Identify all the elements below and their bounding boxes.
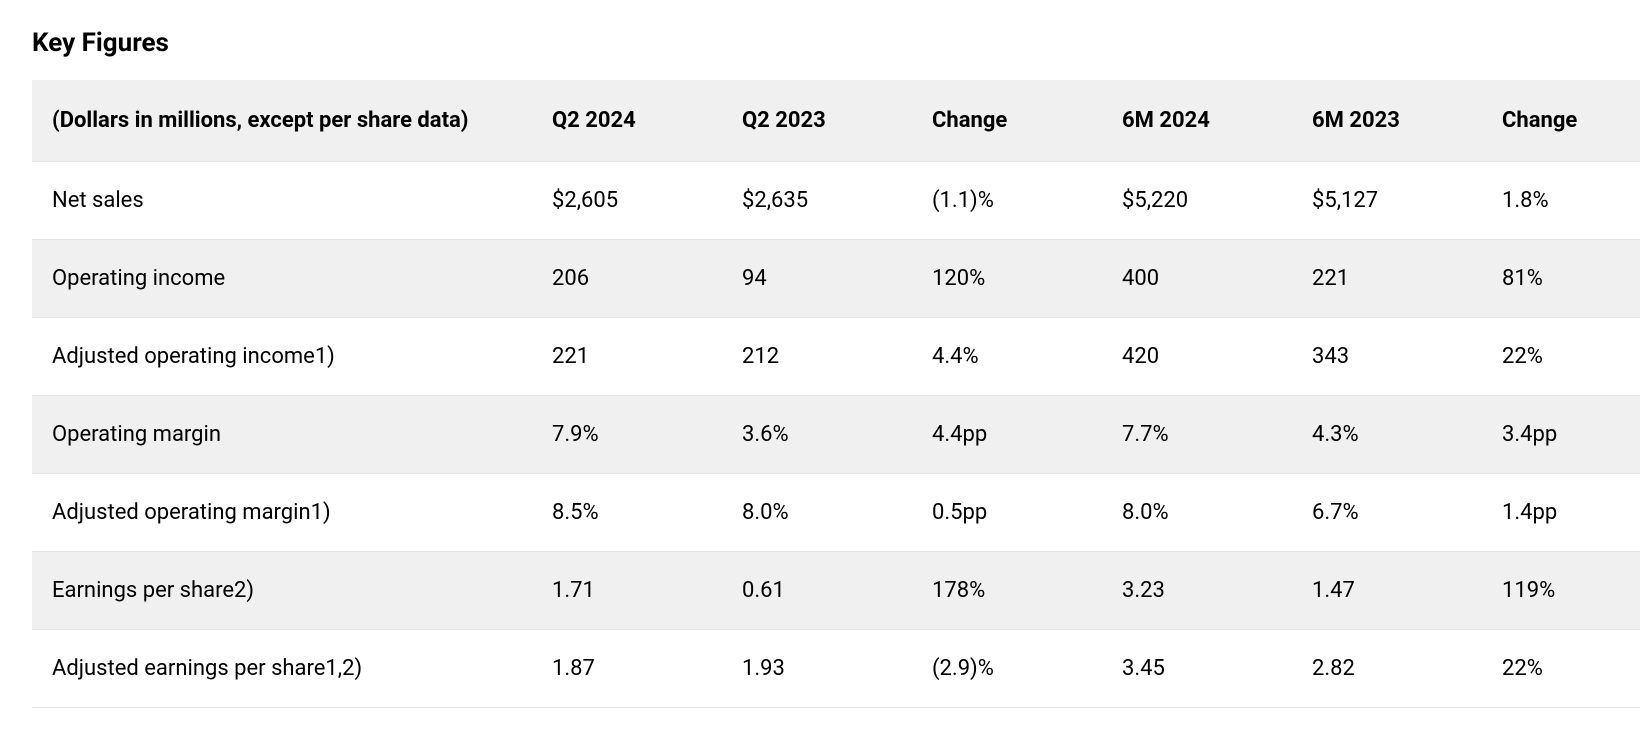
cell: 3.23 [1102,552,1292,630]
cell: 1.87 [532,630,722,708]
col-header: (Dollars in millions, except per share d… [32,80,532,162]
cell: Net sales [32,162,532,240]
col-header: Q2 2024 [532,80,722,162]
cell: 4.4% [912,318,1102,396]
page-title: Key Figures [32,28,1608,58]
cell: 221 [532,318,722,396]
cell: 212 [722,318,912,396]
cell: 120% [912,240,1102,318]
col-header: Change [912,80,1102,162]
cell: $2,635 [722,162,912,240]
cell: Operating income [32,240,532,318]
cell: 7.9% [532,396,722,474]
cell: 1.47 [1292,552,1482,630]
cell: $5,127 [1292,162,1482,240]
table-header-row: (Dollars in millions, except per share d… [32,80,1640,162]
cell: 3.45 [1102,630,1292,708]
col-header: 6M 2023 [1292,80,1482,162]
table-row: Net sales $2,605 $2,635 (1.1)% $5,220 $5… [32,162,1640,240]
cell: 400 [1102,240,1292,318]
cell: 1.71 [532,552,722,630]
cell: $2,605 [532,162,722,240]
cell: Earnings per share2) [32,552,532,630]
col-header: 6M 2024 [1102,80,1292,162]
cell: (2.9)% [912,630,1102,708]
table-row: Adjusted operating income1) 221 212 4.4%… [32,318,1640,396]
cell: 4.4pp [912,396,1102,474]
cell: 8.0% [722,474,912,552]
cell: 6.7% [1292,474,1482,552]
cell: 3.6% [722,396,912,474]
cell: 119% [1482,552,1640,630]
col-header: Q2 2023 [722,80,912,162]
cell: 420 [1102,318,1292,396]
cell: 0.61 [722,552,912,630]
cell: 94 [722,240,912,318]
key-figures-page: Key Figures (Dollars in millions, except… [0,0,1640,748]
table-row: Adjusted earnings per share1,2) 1.87 1.9… [32,630,1640,708]
cell: 221 [1292,240,1482,318]
cell: 1.4pp [1482,474,1640,552]
cell: $5,220 [1102,162,1292,240]
cell: 1.8% [1482,162,1640,240]
table-row: Adjusted operating margin1) 8.5% 8.0% 0.… [32,474,1640,552]
cell: 22% [1482,630,1640,708]
cell: 4.3% [1292,396,1482,474]
cell: (1.1)% [912,162,1102,240]
col-header: Change [1482,80,1640,162]
cell: 2.82 [1292,630,1482,708]
cell: Adjusted operating margin1) [32,474,532,552]
cell: 178% [912,552,1102,630]
cell: 343 [1292,318,1482,396]
cell: 8.5% [532,474,722,552]
cell: Adjusted earnings per share1,2) [32,630,532,708]
cell: 0.5pp [912,474,1102,552]
key-figures-table: (Dollars in millions, except per share d… [32,80,1640,708]
table-row: Operating margin 7.9% 3.6% 4.4pp 7.7% 4.… [32,396,1640,474]
cell: Operating margin [32,396,532,474]
cell: 8.0% [1102,474,1292,552]
cell: 206 [532,240,722,318]
cell: 22% [1482,318,1640,396]
table-row: Earnings per share2) 1.71 0.61 178% 3.23… [32,552,1640,630]
cell: 3.4pp [1482,396,1640,474]
cell: 7.7% [1102,396,1292,474]
cell: Adjusted operating income1) [32,318,532,396]
table-row: Operating income 206 94 120% 400 221 81% [32,240,1640,318]
cell: 1.93 [722,630,912,708]
cell: 81% [1482,240,1640,318]
